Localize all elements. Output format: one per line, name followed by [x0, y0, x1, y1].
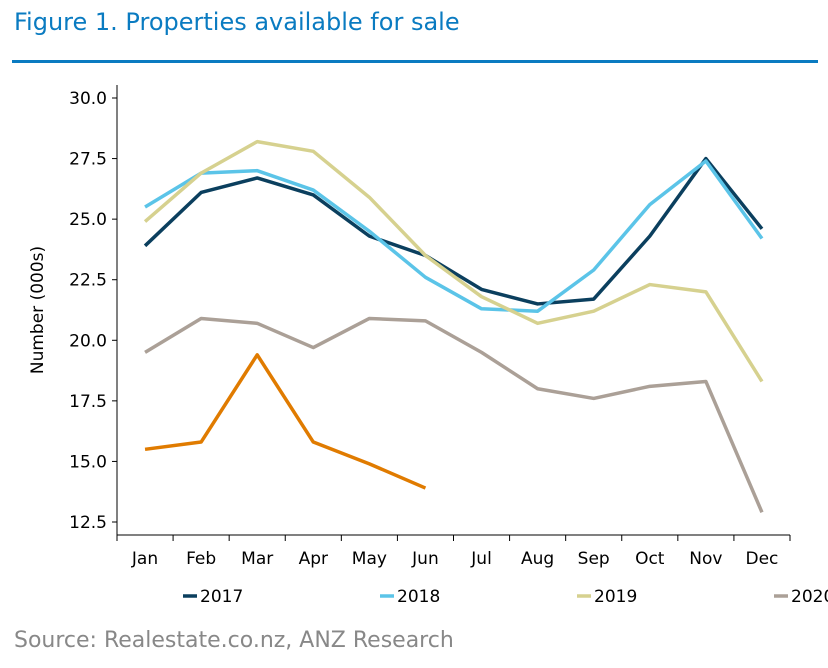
- series-line-2020: [144, 316, 764, 513]
- y-tick-label: 30.0: [69, 89, 107, 109]
- x-tick-label: Aug: [521, 549, 554, 569]
- source-note: Source: Realestate.co.nz, ANZ Research: [14, 628, 454, 653]
- y-tick-label: 27.5: [69, 150, 107, 170]
- legend-label-2019: 2019: [594, 587, 637, 607]
- title-divider: [12, 60, 818, 63]
- x-tick-label: Feb: [186, 549, 216, 569]
- x-tick-label: Mar: [241, 549, 273, 569]
- legend-label-2017: 2017: [200, 587, 243, 607]
- y-tick-label: 12.5: [69, 513, 107, 533]
- x-tick-label: May: [352, 549, 387, 569]
- x-tick-label: Jan: [131, 549, 158, 569]
- legend-label-2020: 2020: [791, 587, 828, 607]
- series-line-2018: [144, 159, 764, 313]
- x-tick-label: Oct: [635, 549, 665, 569]
- y-tick-label: 20.0: [69, 331, 107, 351]
- x-tick-label: Nov: [689, 549, 722, 569]
- series-line-2017: [143, 156, 764, 306]
- series-line-2019: [143, 139, 764, 383]
- x-tick-label: Sep: [578, 549, 610, 569]
- chart-title: Figure 1. Properties available for sale: [14, 8, 460, 36]
- y-tick-label: 15.0: [69, 452, 107, 472]
- y-tick-label: 17.5: [69, 392, 107, 412]
- legend-label-2018: 2018: [397, 587, 440, 607]
- x-tick-label: Jul: [470, 549, 492, 569]
- x-tick-label: Apr: [299, 549, 328, 569]
- x-tick-label: Jun: [411, 549, 439, 569]
- line-chart: 12.5 15.0 17.5 20.0 22.5 25.0 27.5 30.0 Jan Feb Ma…: [28, 85, 828, 607]
- y-tick-label: 25.0: [69, 210, 107, 230]
- y-axis-label: Number (000s): [28, 246, 48, 374]
- x-tick-label: Dec: [746, 549, 779, 569]
- y-tick-label: 22.5: [69, 271, 107, 291]
- series-line-2021: [144, 353, 427, 490]
